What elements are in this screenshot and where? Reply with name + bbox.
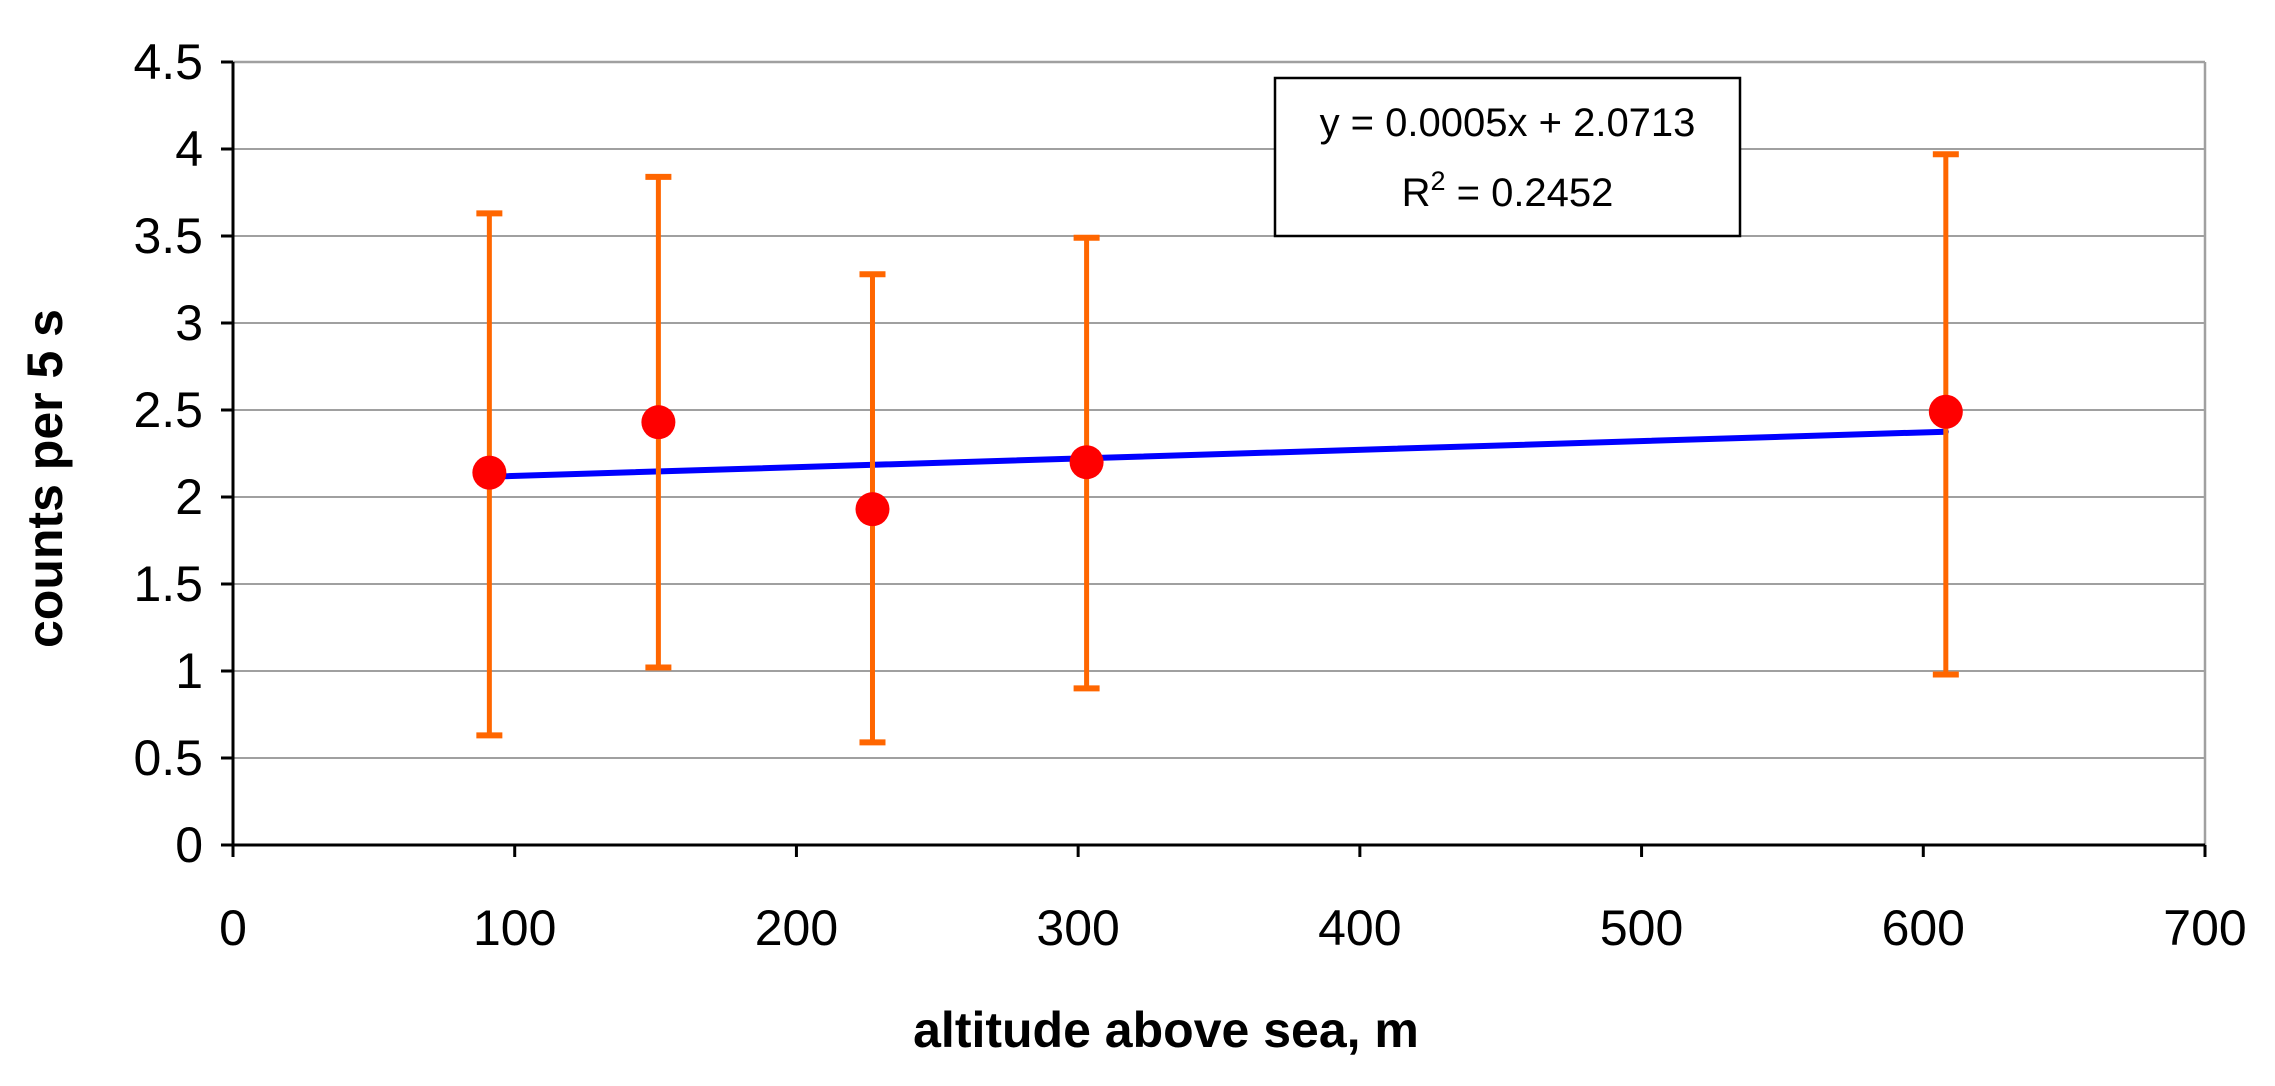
error-bars (476, 151, 1959, 746)
plot-frame (233, 60, 2207, 845)
y-tick-label: 4.5 (133, 34, 203, 90)
trendline-equation-box: y = 0.0005x + 2.0713 R2 = 0.2452 (1273, 76, 1742, 238)
x-tick-label: 600 (1882, 900, 1965, 956)
y-tick-label: 1.5 (133, 556, 203, 612)
trendline-layer (486, 428, 1949, 480)
y-tick-label: 1 (175, 643, 203, 699)
x-axis-title: altitude above sea, m (913, 1002, 1419, 1058)
data-point (472, 455, 507, 490)
y-tick-label: 0 (175, 817, 203, 873)
y-tick-label: 0.5 (133, 730, 203, 786)
trendline (486, 428, 1949, 480)
y-tick-label: 2 (175, 469, 203, 525)
y-tick-label: 4 (175, 121, 203, 177)
y-axis-title: counts per 5 s (17, 309, 73, 648)
y-tick-label: 2.5 (133, 382, 203, 438)
data-points (472, 394, 1963, 527)
data-point (1069, 445, 1104, 480)
y-tick-label: 3.5 (133, 208, 203, 264)
tick-labels: 0 0.5 1 1.5 2 2.5 3 3.5 4 4.5 0 100 200 300 400 500 600 7… (133, 34, 2246, 956)
x-tick-label: 100 (473, 900, 556, 956)
x-tick-label: 0 (219, 900, 247, 956)
data-point (641, 405, 676, 440)
x-tick-label: 500 (1600, 900, 1683, 956)
grid-lines (233, 61, 2205, 759)
x-tick-label: 300 (1036, 900, 1119, 956)
trendline-r-squared: R2 = 0.2452 (1402, 166, 1614, 215)
r-squared-superscript: 2 (1430, 166, 1445, 196)
x-tick-label: 400 (1318, 900, 1401, 956)
x-tick-label: 700 (2163, 900, 2246, 956)
data-point (1928, 394, 1963, 429)
r-squared-value: = 0.2452 (1445, 171, 1613, 215)
axes (221, 60, 2207, 857)
r-squared-symbol: R (1402, 171, 1431, 215)
y-tick-label: 3 (175, 295, 203, 351)
trendline-equation: y = 0.0005x + 2.0713 (1320, 101, 1696, 145)
data-point (855, 492, 890, 527)
equation-box-frame (1273, 76, 1742, 238)
x-tick-label: 200 (755, 900, 838, 956)
